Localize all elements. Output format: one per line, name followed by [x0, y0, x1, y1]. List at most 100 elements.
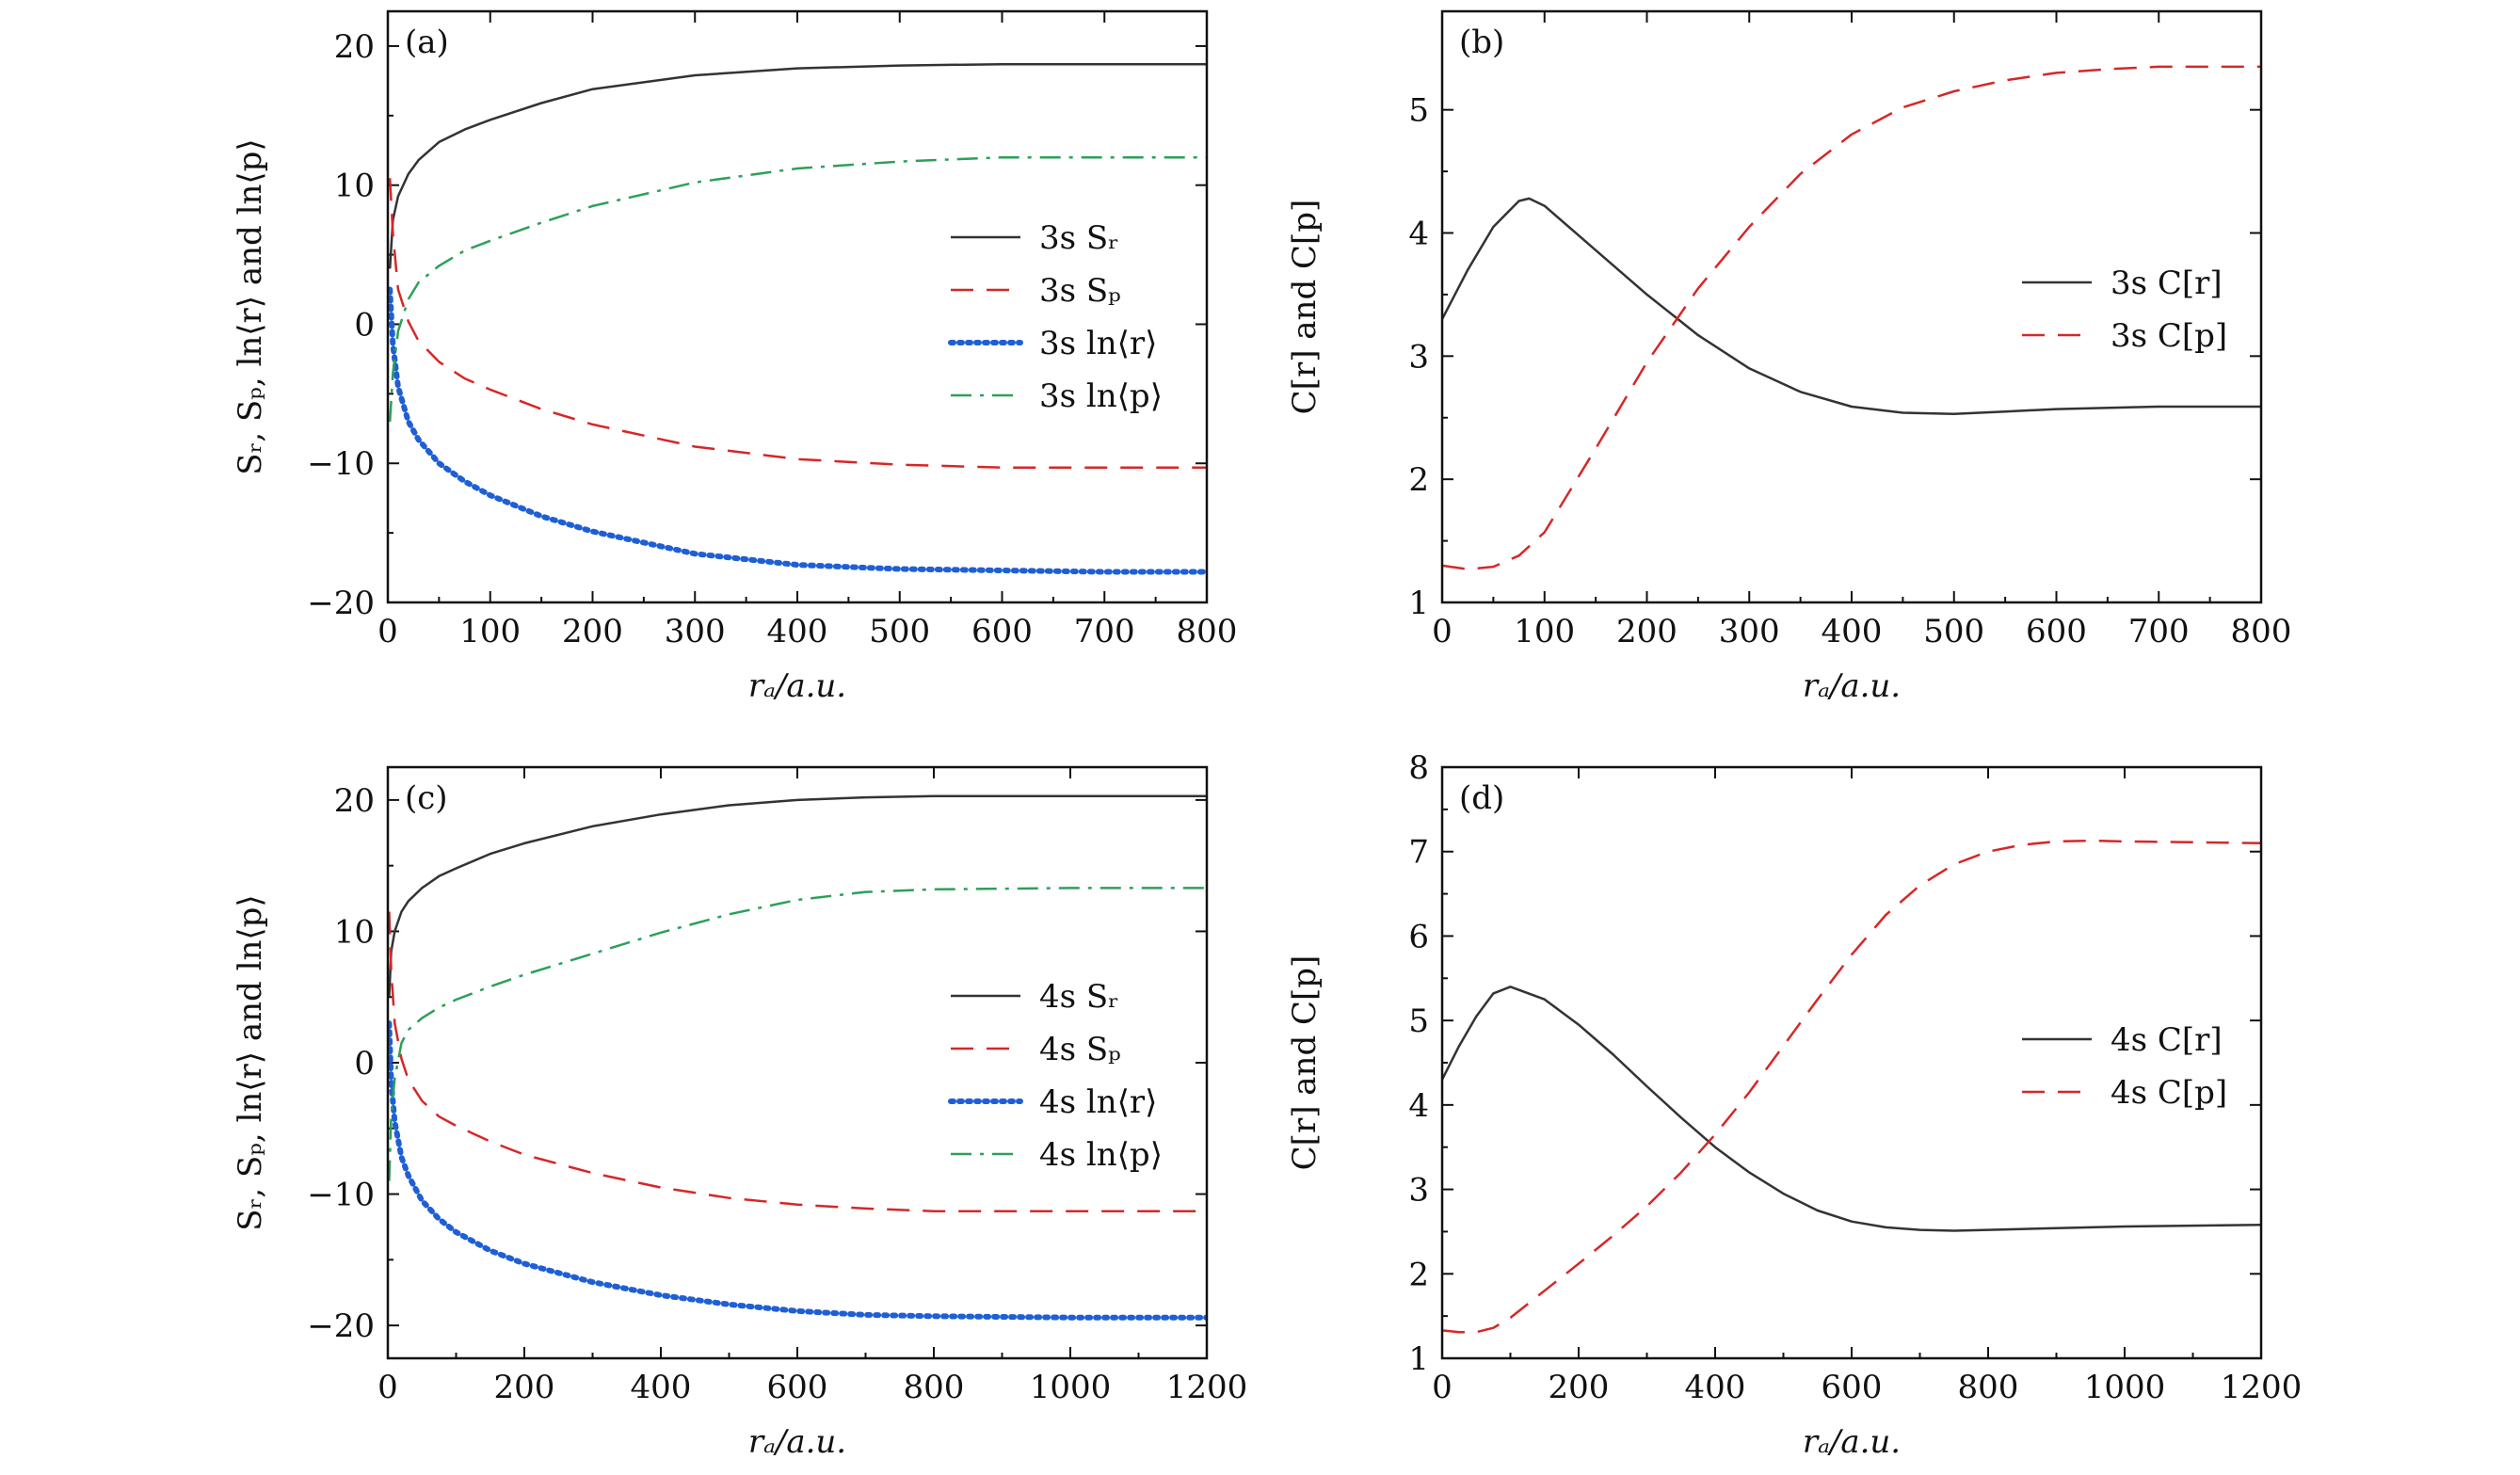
series-line-0 — [388, 794, 1207, 998]
y-tick-label: 1 — [1408, 585, 1429, 622]
series-line-2 — [388, 1020, 1207, 1321]
y-tick-label: −10 — [307, 445, 375, 483]
series-line-1 — [1442, 839, 2261, 1334]
x-tick-label: 100 — [459, 613, 521, 650]
series-line-1 — [1442, 65, 2261, 570]
y-tick-label: 3 — [1408, 338, 1429, 376]
x-tick-label: 600 — [767, 1369, 828, 1406]
x-tick-label: 300 — [1719, 613, 1780, 650]
plot-frame — [1440, 765, 2263, 1360]
series-line-1 — [388, 911, 1207, 1212]
y-tick-label: 4 — [1408, 1087, 1429, 1125]
y-tick-label: 4 — [1408, 216, 1429, 253]
series-line-2 — [388, 286, 1207, 575]
x-tick-label: 200 — [1616, 613, 1677, 650]
x-tick-label: 400 — [1822, 613, 1883, 650]
panel-label: (d) — [1459, 779, 1504, 817]
y-tick-label: 6 — [1408, 918, 1429, 955]
series-line-1 — [388, 178, 1207, 469]
x-tick-label: 600 — [1822, 1369, 1883, 1406]
x-tick-label: 600 — [971, 613, 1033, 650]
y-axis-title: Sᵣ, Sₚ, ln⟨r⟩ and ln⟨p⟩ — [232, 138, 269, 474]
x-tick-label: 800 — [1177, 613, 1238, 650]
series-line-0 — [1442, 986, 2261, 1232]
x-axis-title: rₐ/a.u. — [1803, 667, 1901, 705]
x-tick-label: 1200 — [2221, 1369, 2303, 1406]
series-line-0 — [388, 62, 1207, 269]
legend-label-0: 4s Sᵣ — [1039, 978, 1119, 1016]
x-tick-label: 500 — [869, 613, 930, 650]
x-tick-label: 0 — [1432, 613, 1453, 650]
legend-label-1: 3s C[p] — [2111, 317, 2227, 355]
x-tick-label: 1000 — [1030, 1369, 1112, 1406]
y-tick-label: 20 — [334, 28, 375, 66]
x-tick-label: 800 — [904, 1369, 965, 1406]
panel-label: (b) — [1459, 24, 1504, 61]
x-tick-label: 100 — [1514, 613, 1575, 650]
y-tick-label: 10 — [334, 913, 375, 951]
legend-label-3: 3s ln⟨p⟩ — [1039, 377, 1163, 415]
legend-label-1: 4s C[p] — [2111, 1074, 2227, 1112]
x-tick-label: 400 — [767, 613, 828, 650]
y-tick-label: −20 — [307, 1307, 375, 1345]
chart-panel-1: 0 100 200 300 400 500 600 700 800 1 2 3 4 5 (b) rₐ/a.u.… — [1286, 9, 2292, 705]
y-tick-label: 7 — [1408, 834, 1429, 872]
legend-label-3: 4s ln⟨p⟩ — [1039, 1136, 1163, 1174]
x-tick-label: 300 — [665, 613, 726, 650]
panel-label: (c) — [405, 779, 448, 817]
x-tick-label: 400 — [1685, 1369, 1746, 1406]
y-axis-title: C[r] and C[p] — [1286, 955, 1324, 1171]
series-line-0 — [1442, 197, 2261, 416]
legend-label-0: 3s C[r] — [2111, 265, 2223, 302]
x-tick-label: 1200 — [1166, 1369, 1248, 1406]
y-tick-label: 1 — [1408, 1340, 1429, 1378]
legend-label-0: 4s C[r] — [2111, 1021, 2223, 1059]
y-tick-label: 20 — [334, 782, 375, 820]
y-tick-label: 2 — [1408, 1256, 1429, 1293]
y-tick-label: 0 — [354, 1045, 375, 1082]
x-tick-label: 800 — [2231, 613, 2292, 650]
chart-panel-0: 0 100 200 300 400 500 600 700 800 −20 −10 0 10 20 (a) r… — [232, 9, 1238, 705]
y-tick-label: 2 — [1408, 461, 1429, 499]
x-tick-label: 800 — [1958, 1369, 2019, 1406]
plot-frame — [1440, 9, 2263, 604]
y-axis-title: Sᵣ, Sₚ, ln⟨r⟩ and ln⟨p⟩ — [232, 894, 269, 1230]
y-tick-label: 8 — [1408, 749, 1429, 787]
x-tick-label: 600 — [2026, 613, 2087, 650]
legend-label-1: 4s Sₚ — [1039, 1031, 1121, 1068]
series-line-3 — [388, 887, 1207, 1181]
x-tick-label: 200 — [1549, 1369, 1610, 1406]
legend-label-2: 4s ln⟨r⟩ — [1039, 1083, 1157, 1121]
x-tick-label: 500 — [1923, 613, 1984, 650]
chart-panel-2: 0 200 400 600 800 1000 1200 −20 −10 0 10 20 (c) rₐ/a.… — [232, 765, 1248, 1461]
x-tick-label: 400 — [631, 1369, 692, 1406]
x-tick-label: 0 — [1432, 1369, 1453, 1406]
x-axis-title: rₐ/a.u. — [748, 667, 846, 705]
x-tick-label: 0 — [377, 613, 398, 650]
x-tick-label: 200 — [494, 1369, 555, 1406]
y-tick-label: −20 — [307, 585, 375, 622]
y-tick-label: 5 — [1408, 1002, 1429, 1040]
y-tick-label: 5 — [1408, 92, 1429, 130]
x-tick-label: 1000 — [2084, 1369, 2166, 1406]
chart-panel-3: 0 200 400 600 800 1000 1200 1 2 3 4 5 6 7 8 (d) rₐ/a.u. C… — [1286, 749, 2302, 1461]
x-axis-title: rₐ/a.u. — [1803, 1423, 1901, 1461]
y-axis-title: C[r] and C[p] — [1286, 200, 1324, 415]
legend-label-1: 3s Sₚ — [1039, 272, 1121, 310]
x-axis-title: rₐ/a.u. — [748, 1423, 846, 1461]
x-tick-label: 700 — [2128, 613, 2190, 650]
x-tick-label: 200 — [562, 613, 623, 650]
y-tick-label: 10 — [334, 168, 375, 205]
y-tick-label: −10 — [307, 1177, 375, 1214]
y-tick-label: 3 — [1408, 1172, 1429, 1210]
panel-label: (a) — [405, 24, 449, 61]
x-tick-label: 700 — [1074, 613, 1135, 650]
legend-label-0: 3s Sᵣ — [1039, 219, 1119, 257]
plot-frame — [386, 765, 1209, 1360]
y-tick-label: 0 — [354, 306, 375, 344]
plot-frame — [386, 9, 1209, 604]
x-tick-label: 0 — [377, 1369, 398, 1406]
series-line-3 — [388, 155, 1207, 422]
